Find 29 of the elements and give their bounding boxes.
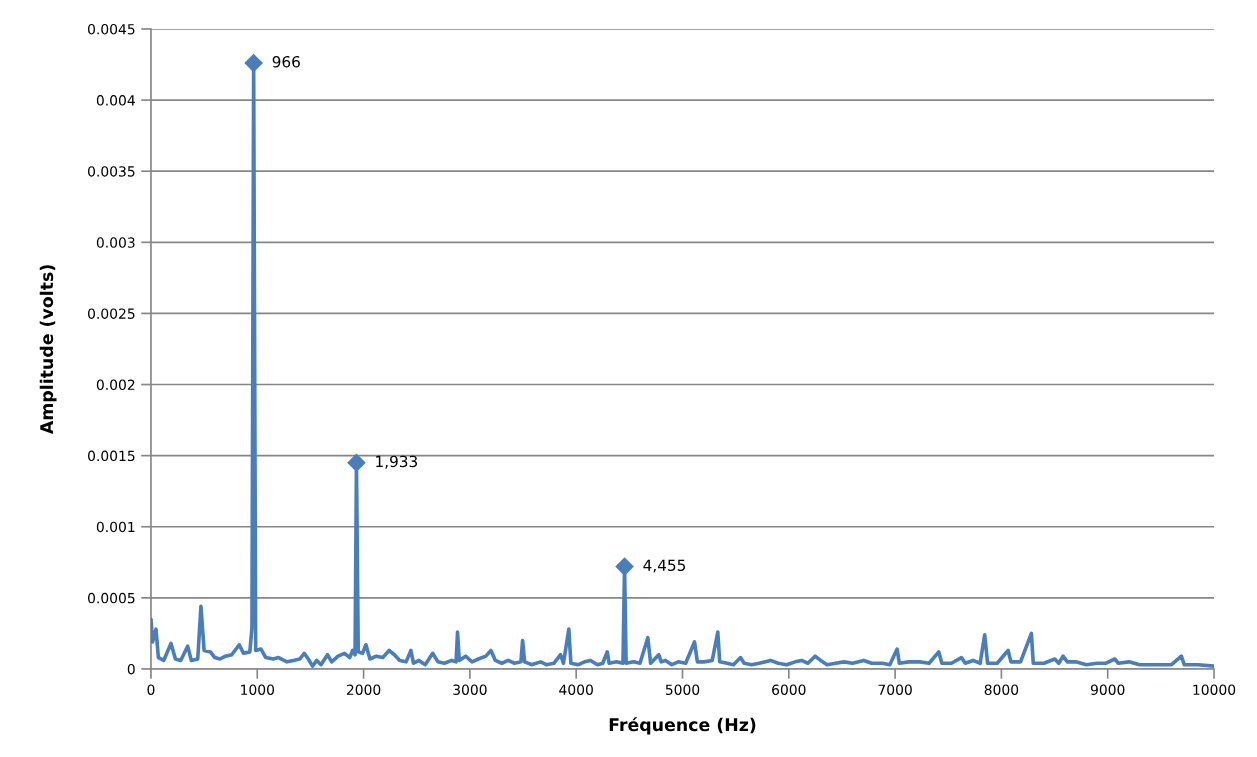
y-tick-label: 0.0045 [88,23,135,35]
y-axis-title: Amplitude (volts) [39,265,57,435]
point [244,53,263,73]
x-tick-label: 7000 [878,684,912,695]
x-tick-label: 4000 [559,684,593,695]
x-tick-label: 6000 [772,684,806,695]
y-tick-label: 0.0035 [88,166,135,177]
x-tick-label: 2000 [346,684,381,695]
y-tick-label: 0.0025 [88,308,135,319]
point [615,557,634,576]
y-tick-label: 0.002 [96,379,135,390]
y-tick-label: 0.0005 [88,592,135,604]
x-tick-label: 1000 [241,684,275,695]
y-tick-label: 0.003 [96,237,135,248]
y-tick-label: 0.004 [96,95,135,106]
annotation: 1,933 [376,455,418,469]
y-tick-label: 0.0015 [88,450,135,462]
x-tick-label: 5000 [665,684,700,695]
x-tick-label: 8000 [984,684,1019,695]
annotation: 4,455 [643,559,686,573]
annotation: 966 [272,56,300,68]
x-tick-label: 9000 [1090,684,1125,695]
y-tick-label: 0.001 [96,521,135,533]
x-tick-label: 0 [147,684,155,695]
x-tick-label: 10000 [1193,684,1236,695]
point [347,453,366,473]
y-tick-label: 0 [127,663,135,675]
x-axis-title: Fréquence (Hz) [609,717,756,735]
x-tick-label: 3000 [453,684,487,695]
